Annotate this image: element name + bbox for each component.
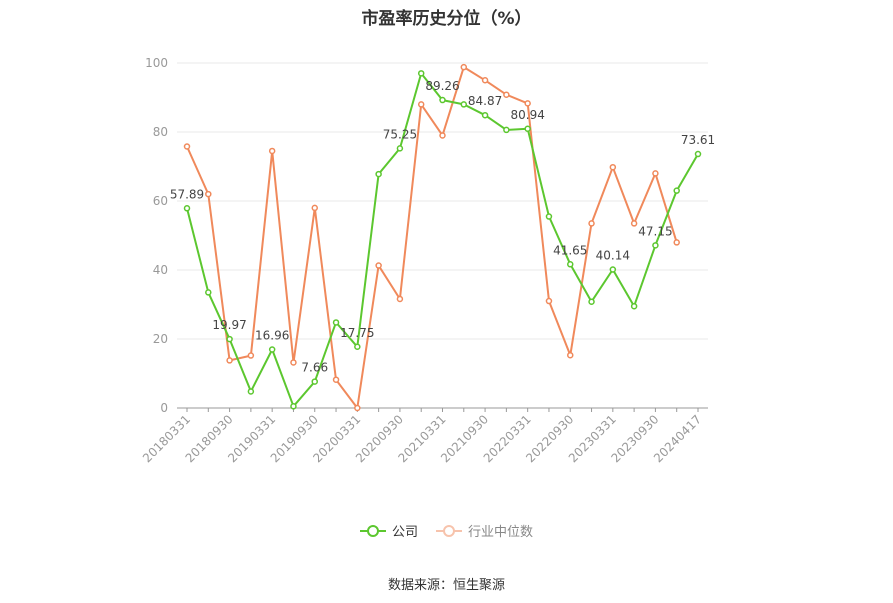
data-point-company xyxy=(652,242,659,249)
data-point-industry-median xyxy=(673,239,680,246)
legend-label-company: 公司 xyxy=(391,525,418,540)
data-point-company xyxy=(503,126,510,134)
data-point-industry-median xyxy=(354,404,361,412)
data-point-company xyxy=(567,261,574,268)
data-point-industry-median xyxy=(226,357,233,364)
data-label: 80.94 xyxy=(510,108,544,122)
data-point-company xyxy=(524,125,531,133)
data-point-industry-median xyxy=(375,262,382,269)
data-labels: 57.89 19.97 16.96 7.66 17.75 75.25 89.26 84.87 8… xyxy=(170,79,715,375)
data-point-company xyxy=(183,205,191,212)
series-line-industry-median xyxy=(186,66,678,409)
data-point-industry-median xyxy=(481,77,489,84)
data-point-industry-median xyxy=(460,63,468,71)
data-label: 47.15 xyxy=(638,224,672,238)
data-point-industry-median xyxy=(290,359,297,366)
legend-item-company[interactable]: 公司 xyxy=(359,521,418,540)
data-point-company xyxy=(630,302,638,310)
legend: 公司 行业中位数 xyxy=(0,521,893,540)
data-point-company xyxy=(375,170,382,178)
data-point-company xyxy=(311,378,318,385)
data-label: 17.75 xyxy=(340,326,374,340)
data-point-industry-median xyxy=(503,91,510,98)
data-point-company xyxy=(439,96,446,104)
source-note: 数据来源：恒生聚源 xyxy=(387,578,505,593)
data-label: 19.97 xyxy=(212,318,246,332)
data-label: 89.26 xyxy=(425,79,459,93)
data-point-industry-median xyxy=(311,204,318,212)
data-point-company xyxy=(694,150,702,158)
data-point-industry-median xyxy=(396,295,404,303)
data-point-industry-median xyxy=(652,170,659,177)
data-point-company xyxy=(396,145,404,152)
data-point-company xyxy=(205,289,212,296)
data-point-company xyxy=(226,335,233,343)
data-point-company xyxy=(247,388,255,395)
data-point-company xyxy=(354,343,361,351)
data-point-industry-median xyxy=(183,143,191,150)
data-label: 57.89 xyxy=(170,187,204,201)
y-tick-label: 100 xyxy=(145,56,168,70)
data-point-company xyxy=(588,298,595,305)
data-label: 73.61 xyxy=(681,133,715,147)
data-point-company xyxy=(481,111,489,119)
series xyxy=(183,63,702,412)
data-point-industry-median xyxy=(567,351,574,359)
y-tick-label: 40 xyxy=(153,263,168,277)
data-label: 84.87 xyxy=(468,94,502,108)
y-tick-label: 80 xyxy=(153,125,168,139)
data-label: 41.65 xyxy=(553,243,587,257)
data-point-industry-median xyxy=(524,100,531,107)
data-point-industry-median xyxy=(268,147,276,155)
data-point-industry-median xyxy=(247,352,255,359)
data-point-company xyxy=(268,346,276,353)
data-point-industry-median xyxy=(545,297,553,305)
data-point-industry-median xyxy=(417,101,425,108)
data-label: 75.25 xyxy=(383,127,417,141)
y-tick-label: 0 xyxy=(160,401,168,415)
data-point-industry-median xyxy=(205,190,212,198)
data-point-company xyxy=(332,319,340,326)
chart-title: 市盈率历史分位（%） xyxy=(361,9,532,29)
legend-swatch-company xyxy=(359,524,386,538)
legend-label-industry-median: 行业中位数 xyxy=(468,525,534,540)
data-point-company xyxy=(460,101,468,108)
data-point-company xyxy=(417,70,425,77)
legend-swatch-industry-median xyxy=(436,524,462,538)
data-point-industry-median xyxy=(609,163,617,171)
legend-item-industry-median[interactable]: 行业中位数 xyxy=(436,521,533,540)
data-label: 16.96 xyxy=(255,328,289,342)
data-label: 40.14 xyxy=(596,249,630,263)
grid-lines xyxy=(177,62,708,340)
data-point-industry-median xyxy=(332,376,340,383)
data-point-company xyxy=(290,403,297,410)
data-point-industry-median xyxy=(630,220,638,227)
data-label: 7.66 xyxy=(301,361,328,375)
data-point-industry-median xyxy=(588,220,595,227)
data-point-company xyxy=(609,266,617,273)
data-point-company xyxy=(673,187,680,194)
data-point-company xyxy=(545,213,553,220)
y-tick-label: 20 xyxy=(153,332,168,346)
y-tick-label: 60 xyxy=(153,194,168,208)
data-point-industry-median xyxy=(439,132,446,139)
